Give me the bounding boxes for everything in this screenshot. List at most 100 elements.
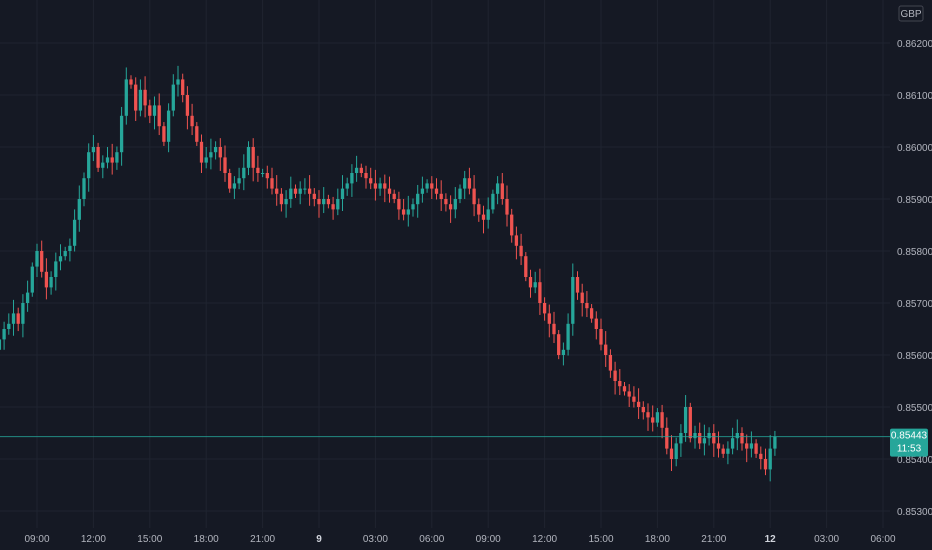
candle (317, 190, 321, 218)
candle (585, 291, 589, 318)
candle (152, 96, 157, 130)
candle-body (143, 89, 147, 106)
candle-body (566, 323, 570, 350)
candle-body (293, 188, 298, 194)
candle (312, 188, 316, 207)
candle (608, 349, 613, 378)
candle (110, 143, 114, 175)
candle-body (665, 427, 669, 449)
candle-body (162, 126, 166, 142)
candle-body (199, 141, 204, 163)
x-tick-label: 06:00 (870, 534, 895, 545)
currency-label: GBP (900, 9, 921, 20)
candle (138, 79, 143, 117)
candle (190, 103, 194, 136)
candle (289, 176, 293, 208)
candle-body (594, 318, 598, 329)
candle (416, 184, 420, 218)
candle (209, 138, 213, 170)
candle (730, 427, 735, 455)
candle (510, 208, 514, 243)
candle (242, 154, 246, 191)
candle-body (627, 391, 631, 397)
candle (326, 194, 331, 209)
candle-body (604, 344, 608, 355)
candle (594, 311, 598, 340)
candle (472, 175, 476, 217)
candle (566, 313, 570, 356)
candle (359, 163, 363, 178)
candle-body (265, 173, 269, 179)
candle-body (176, 79, 180, 85)
candle-body (204, 157, 208, 163)
candle-body (707, 433, 711, 439)
candle (721, 444, 725, 458)
candle-body (679, 433, 683, 444)
candle-body (157, 105, 161, 127)
candle-body (669, 448, 674, 459)
candle-body (444, 199, 448, 205)
candle (627, 384, 631, 407)
candle (284, 190, 288, 218)
candle (754, 439, 758, 458)
candle-body (538, 282, 542, 303)
candle (524, 252, 528, 282)
last-price-value: 0.85443 (891, 431, 928, 442)
candle-body (641, 407, 645, 413)
x-tick-label: 21:00 (250, 534, 275, 545)
candle (251, 138, 255, 182)
candle (2, 321, 6, 350)
x-tick-label: 15:00 (137, 534, 162, 545)
candle-body (63, 251, 67, 257)
candle-body (632, 396, 636, 402)
candle-body (674, 443, 678, 459)
candle (641, 401, 645, 420)
candle (646, 403, 650, 431)
candle-body (345, 183, 349, 189)
candle (340, 175, 345, 211)
candle-body (322, 199, 326, 205)
candle-body (350, 173, 354, 184)
candle (467, 167, 472, 195)
candle-body (340, 188, 345, 199)
candle (571, 263, 575, 336)
candle (425, 179, 429, 193)
x-tick-label: 12:00 (81, 534, 106, 545)
candle-body (448, 204, 453, 210)
candle (181, 73, 185, 103)
candle-body (260, 173, 265, 174)
candle (735, 419, 739, 451)
y-tick-label: 0.85300 (897, 507, 932, 518)
candle-body (82, 178, 86, 199)
candle-body (387, 188, 392, 194)
candle-body (279, 193, 284, 205)
candle (575, 271, 580, 300)
candle-body (105, 157, 110, 163)
candle (542, 297, 547, 321)
candle (552, 311, 556, 344)
candle (265, 165, 269, 189)
candle-body (575, 277, 580, 293)
candle-body (101, 162, 105, 168)
candle (420, 176, 425, 203)
candle (604, 331, 608, 367)
candle-body (735, 433, 739, 439)
y-tick-label: 0.85600 (897, 351, 932, 362)
candle (622, 382, 627, 396)
candle (514, 226, 519, 260)
x-tick-label: 03:00 (814, 534, 839, 545)
candle (199, 134, 204, 173)
candle (345, 177, 349, 196)
currency-badge[interactable]: GBP (898, 5, 924, 22)
candle (166, 103, 171, 153)
candle (745, 434, 749, 463)
candle-body (232, 183, 237, 189)
candle-body (401, 209, 406, 215)
candle-body (646, 412, 650, 418)
candle-body (383, 183, 387, 189)
candle (674, 437, 678, 467)
candle-body (434, 188, 439, 194)
candle (458, 184, 462, 204)
candle-body (486, 209, 490, 220)
